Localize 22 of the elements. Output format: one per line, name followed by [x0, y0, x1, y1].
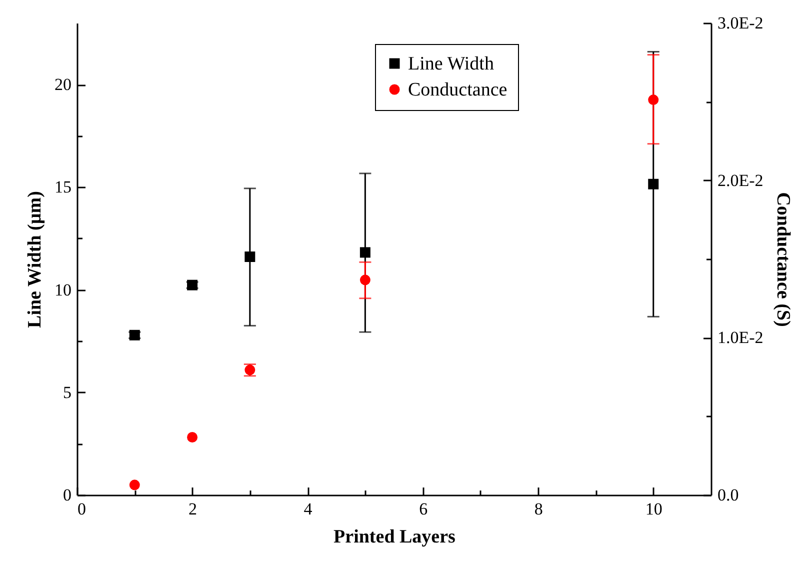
y-tick-label: 15 [54, 178, 72, 197]
legend-label: Line Width [408, 54, 494, 74]
x-tick-label: 8 [534, 500, 543, 518]
x-axis-title: Printed Layers [334, 526, 456, 548]
x-tick-label: 4 [304, 500, 313, 518]
point [187, 432, 198, 442]
y-axis-title: Line Width (µm) [24, 191, 46, 328]
x-tick-label: 10 [645, 500, 662, 518]
legend-label: Conductance [408, 80, 508, 100]
y2-tick-label: 2.0E-2 [718, 170, 764, 190]
y2-axis-title: Conductance (S) [772, 192, 794, 327]
y2-tick-label: 0.0 [718, 486, 739, 504]
y-tick-label: 0 [63, 486, 72, 504]
y2-tick-label: 1.0E-2 [718, 328, 764, 348]
point [129, 480, 140, 490]
y-tick-label: 20 [54, 75, 72, 94]
y2-tick-label: 3.0E-2 [718, 14, 764, 32]
x-tick-label: 6 [419, 500, 428, 518]
x-tick-label: 2 [188, 500, 198, 518]
y-tick-label: 10 [54, 280, 72, 300]
x-tick-label: 0 [78, 500, 86, 518]
y-tick-label: 5 [63, 382, 72, 402]
